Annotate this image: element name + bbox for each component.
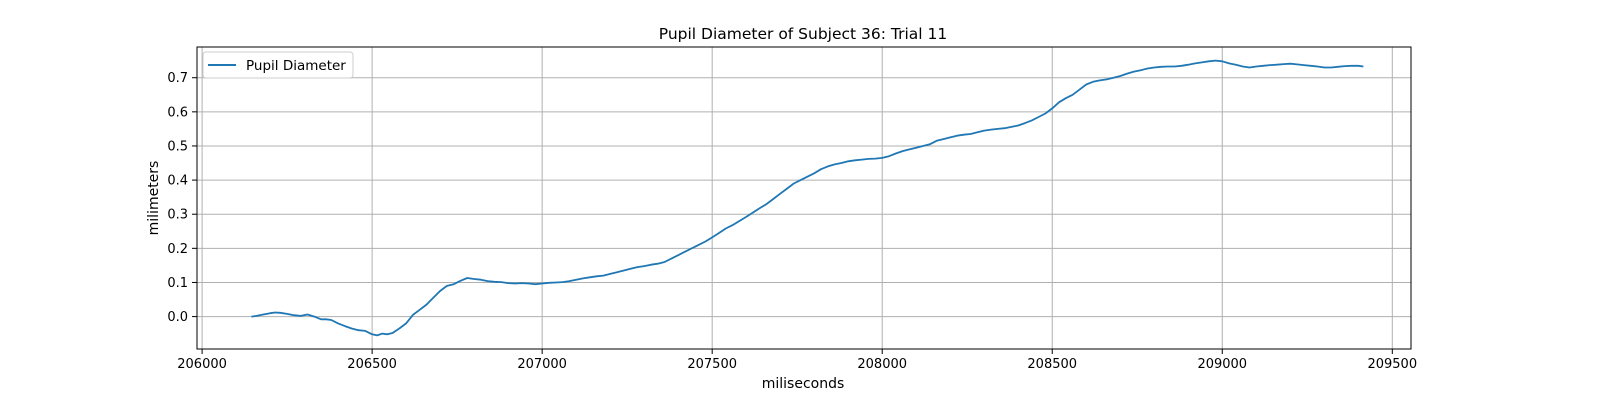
y-tick-label: 0.6 — [167, 105, 188, 120]
x-axis-title: miliseconds — [762, 376, 845, 392]
x-tick-label: 209000 — [1197, 357, 1247, 372]
y-tick-label: 0.4 — [167, 174, 188, 189]
x-tick-label: 206000 — [177, 357, 227, 372]
legend: Pupil Diameter — [202, 51, 354, 79]
x-tick-label: 207000 — [517, 357, 567, 372]
y-tick-label: 0.1 — [167, 276, 188, 291]
y-tick-label: 0.0 — [167, 310, 188, 325]
chart-title: Pupil Diameter of Subject 36: Trial 11 — [659, 25, 948, 43]
y-axis-title: milimeters — [146, 161, 162, 236]
y-tick-label: 0.3 — [167, 208, 188, 223]
y-tick-label: 0.7 — [167, 71, 188, 86]
x-tick-label: 208500 — [1027, 357, 1077, 372]
y-axis-ticks: 0.0 0.1 0.2 0.3 0.4 0.5 0.6 0.7 — [167, 71, 197, 325]
x-tick-label: 206500 — [347, 357, 397, 372]
x-tick-label: 209500 — [1367, 357, 1417, 372]
series-line-pupil-diameter — [251, 59, 1364, 337]
x-tick-label: 208000 — [857, 357, 907, 372]
legend-label: Pupil Diameter — [246, 58, 346, 74]
legend-box — [202, 51, 354, 79]
y-tick-label: 0.2 — [167, 242, 188, 257]
grid-lines — [197, 47, 1411, 349]
y-tick-label: 0.5 — [167, 139, 188, 154]
x-tick-label: 207500 — [687, 357, 737, 372]
series-layer — [251, 59, 1364, 337]
x-axis-ticks: 206000 206500 207000 207500 208000 208500 2090… — [177, 349, 1417, 372]
plot-frame — [196, 46, 1412, 350]
